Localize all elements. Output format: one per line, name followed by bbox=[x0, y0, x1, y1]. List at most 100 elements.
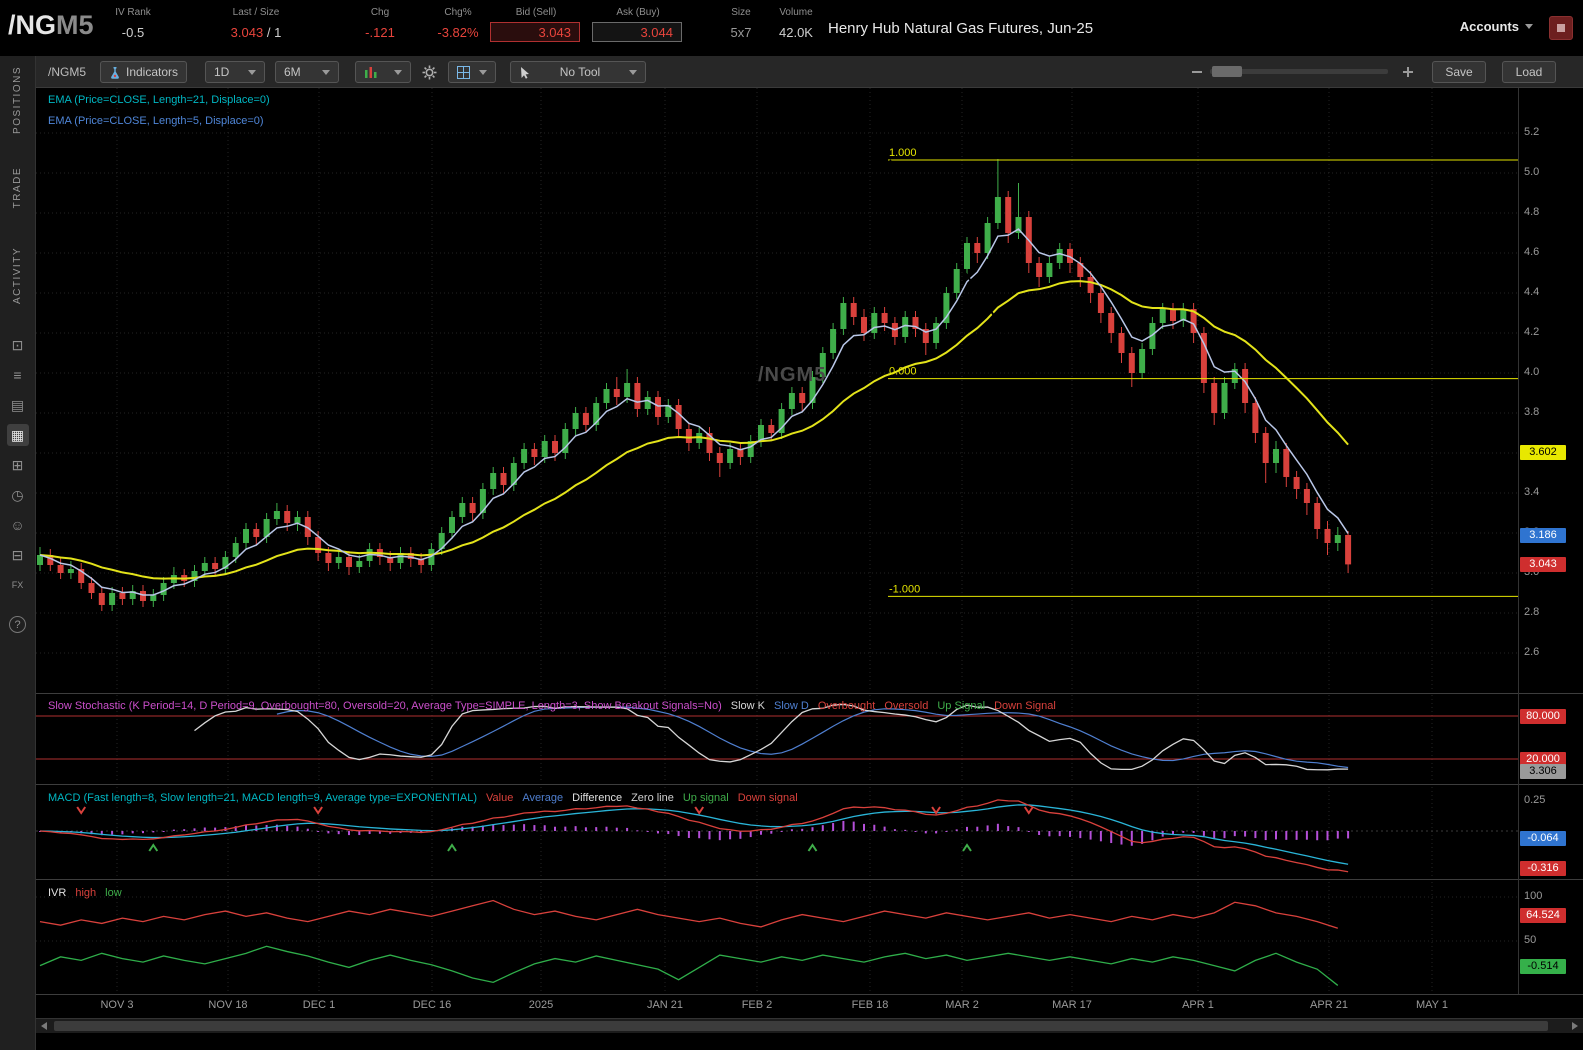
chart-type-dropdown[interactable] bbox=[355, 61, 411, 83]
price-pane[interactable]: 1.000 0.000 -1.000 bbox=[36, 88, 1518, 692]
ema5-study-label[interactable]: EMA (Price=CLOSE, Length=5, Displace=0) bbox=[48, 115, 264, 127]
legend-item: high bbox=[75, 887, 97, 899]
stochastic-value-badge: 3.306 bbox=[1520, 764, 1566, 779]
macd-axis-tick: 0.25 bbox=[1524, 794, 1546, 806]
chg-field: Chg -.121 bbox=[348, 0, 412, 56]
price-axis-tick: 4.4 bbox=[1524, 286, 1540, 298]
size-field: Size 5x7 bbox=[716, 0, 766, 56]
legend-item: Up signal bbox=[682, 792, 729, 804]
scrollbar-thumb[interactable] bbox=[54, 1021, 1548, 1031]
stochastic-study-label[interactable]: Slow Stochastic (K Period=14, D Period=9… bbox=[48, 700, 722, 712]
svg-text:1.000: 1.000 bbox=[889, 147, 917, 159]
chevron-down-icon bbox=[248, 69, 256, 75]
macd-pane[interactable] bbox=[36, 787, 1518, 877]
symbol-watermark: /NGM5 bbox=[758, 364, 827, 386]
monitor-icon[interactable]: ⊡ bbox=[11, 337, 24, 353]
alerts-icon[interactable] bbox=[1549, 16, 1573, 40]
timeframe-dropdown[interactable]: 1D bbox=[205, 61, 265, 83]
time-axis-label: MAY 1 bbox=[1416, 999, 1448, 1011]
size-value: 5x7 bbox=[730, 25, 752, 40]
load-button[interactable]: Load bbox=[1502, 61, 1556, 83]
chgpct-value: -3.82% bbox=[437, 25, 479, 40]
price-axis-tick: 2.8 bbox=[1524, 606, 1540, 618]
calendar-icon[interactable]: ⊟ bbox=[11, 547, 24, 563]
last-size-value: 3.043 / 1 bbox=[196, 25, 316, 40]
fx-icon[interactable]: FX bbox=[11, 580, 24, 590]
ivr-high-badge: 64.524 bbox=[1520, 908, 1566, 923]
pane-divider[interactable] bbox=[36, 693, 1583, 694]
volume-field: Volume 42.0K bbox=[768, 0, 824, 56]
price-axis-tick: 4.0 bbox=[1524, 366, 1540, 378]
time-axis[interactable]: NOV 3 NOV 18 DEC 1 DEC 16 2025 JAN 21 FEB 2 FEB… bbox=[36, 996, 1518, 1014]
quote-header: /NGM5 IV Rank -0.5 Last / Size 3.043 / 1… bbox=[0, 0, 1583, 56]
zoom-in-icon[interactable] bbox=[1402, 66, 1414, 78]
layout-grid-dropdown[interactable] bbox=[448, 61, 496, 83]
save-button[interactable]: Save bbox=[1432, 61, 1486, 83]
chart-icon[interactable]: ▦ bbox=[6, 424, 29, 446]
zoom-slider-thumb[interactable] bbox=[1212, 66, 1242, 77]
chevron-down-icon bbox=[394, 69, 402, 75]
stochastic-pane[interactable] bbox=[36, 695, 1518, 782]
left-sidebar: POSITIONS TRADE ACTIVITY ⊡ ≡ ▤ ▦ ⊞ ◷ ☺ ⊟ FX? bbox=[0, 56, 36, 1050]
ask-label: Ask (Buy) bbox=[616, 7, 660, 18]
price-axis-tick: 4.6 bbox=[1524, 246, 1540, 258]
legend-item: low bbox=[105, 887, 122, 899]
last-price-badge: 3.043 bbox=[1520, 557, 1566, 572]
widgets-icon[interactable]: ⊞ bbox=[11, 457, 24, 473]
chart-toolbar: /NGM5 Indicators 1D 6M No Tool bbox=[36, 56, 1583, 88]
time-axis-label: MAR 17 bbox=[1052, 999, 1092, 1011]
ema5-price-badge: 3.186 bbox=[1520, 528, 1566, 543]
help-icon[interactable]: ? bbox=[9, 616, 26, 633]
ivr-pane[interactable] bbox=[36, 882, 1518, 993]
pane-divider[interactable] bbox=[36, 879, 1583, 880]
ema21-study-label[interactable]: EMA (Price=CLOSE, Length=21, Displace=0) bbox=[48, 94, 270, 106]
axis-separator bbox=[1518, 88, 1519, 994]
time-axis-label: 2025 bbox=[528, 999, 554, 1011]
sidebar-tab-trade[interactable]: TRADE bbox=[12, 167, 23, 209]
volume-value: 42.0K bbox=[779, 25, 813, 40]
bid-button[interactable]: 3.043 bbox=[490, 22, 580, 42]
symbol-month: M5 bbox=[56, 10, 94, 40]
settings-button[interactable] bbox=[418, 61, 441, 83]
ivr-low-badge: -0.514 bbox=[1520, 959, 1566, 974]
stochastic-label-row: Slow Stochastic (K Period=14, D Period=9… bbox=[48, 700, 1056, 712]
pane-divider[interactable] bbox=[36, 784, 1583, 785]
legend-item: Oversold bbox=[884, 700, 929, 712]
last-value: 3.043 bbox=[230, 25, 264, 40]
scroll-right-icon[interactable] bbox=[1572, 1022, 1578, 1030]
watchlist-icon[interactable]: ≡ bbox=[13, 367, 22, 383]
contacts-icon[interactable]: ☺ bbox=[10, 517, 25, 533]
beaker-icon bbox=[111, 66, 119, 79]
time-axis-label: APR 1 bbox=[1182, 999, 1214, 1011]
ivr-label-row: IVR high low bbox=[48, 887, 122, 899]
time-axis-label: DEC 16 bbox=[412, 999, 452, 1011]
range-dropdown[interactable]: 6M bbox=[275, 61, 339, 83]
chart-area: 1.000 0.000 -1.000 EMA (Price=CLOSE, Lengt… bbox=[36, 88, 1583, 1050]
time-axis-label: FEB 18 bbox=[851, 999, 889, 1011]
chevron-down-icon bbox=[1525, 24, 1533, 29]
chevron-down-icon bbox=[479, 69, 487, 75]
iv-rank-value: -0.5 bbox=[121, 25, 145, 40]
history-icon[interactable]: ◷ bbox=[11, 487, 24, 503]
sidebar-tab-positions[interactable]: POSITIONS bbox=[12, 66, 23, 134]
macd-label-row: MACD (Fast length=8, Slow length=21, MAC… bbox=[48, 792, 798, 804]
zoom-slider[interactable] bbox=[1210, 66, 1388, 77]
axis-divider bbox=[36, 994, 1583, 995]
zoom-out-icon[interactable] bbox=[1192, 71, 1202, 73]
sidebar-tab-activity[interactable]: ACTIVITY bbox=[12, 247, 23, 305]
ivr-study-label[interactable]: IVR bbox=[48, 887, 67, 899]
macd-study-label[interactable]: MACD (Fast length=8, Slow length=21, MAC… bbox=[48, 792, 478, 804]
accounts-label: Accounts bbox=[1459, 19, 1519, 34]
ivr-axis-tick-50: 50 bbox=[1524, 934, 1537, 946]
time-axis-label: APR 21 bbox=[1310, 999, 1348, 1011]
accounts-menu[interactable]: Accounts bbox=[1460, 19, 1533, 34]
chevron-down-icon bbox=[322, 69, 330, 75]
indicators-button[interactable]: Indicators bbox=[100, 61, 188, 83]
drawing-tool-dropdown[interactable]: No Tool bbox=[510, 61, 646, 83]
ask-button[interactable]: 3.044 bbox=[592, 22, 682, 42]
scroll-left-icon[interactable] bbox=[41, 1022, 47, 1030]
orders-icon[interactable]: ▤ bbox=[10, 397, 25, 413]
bid-label: Bid (Sell) bbox=[515, 7, 557, 18]
price-axis-tick: 3.8 bbox=[1524, 406, 1540, 418]
price-axis-tick: 4.2 bbox=[1524, 326, 1540, 338]
